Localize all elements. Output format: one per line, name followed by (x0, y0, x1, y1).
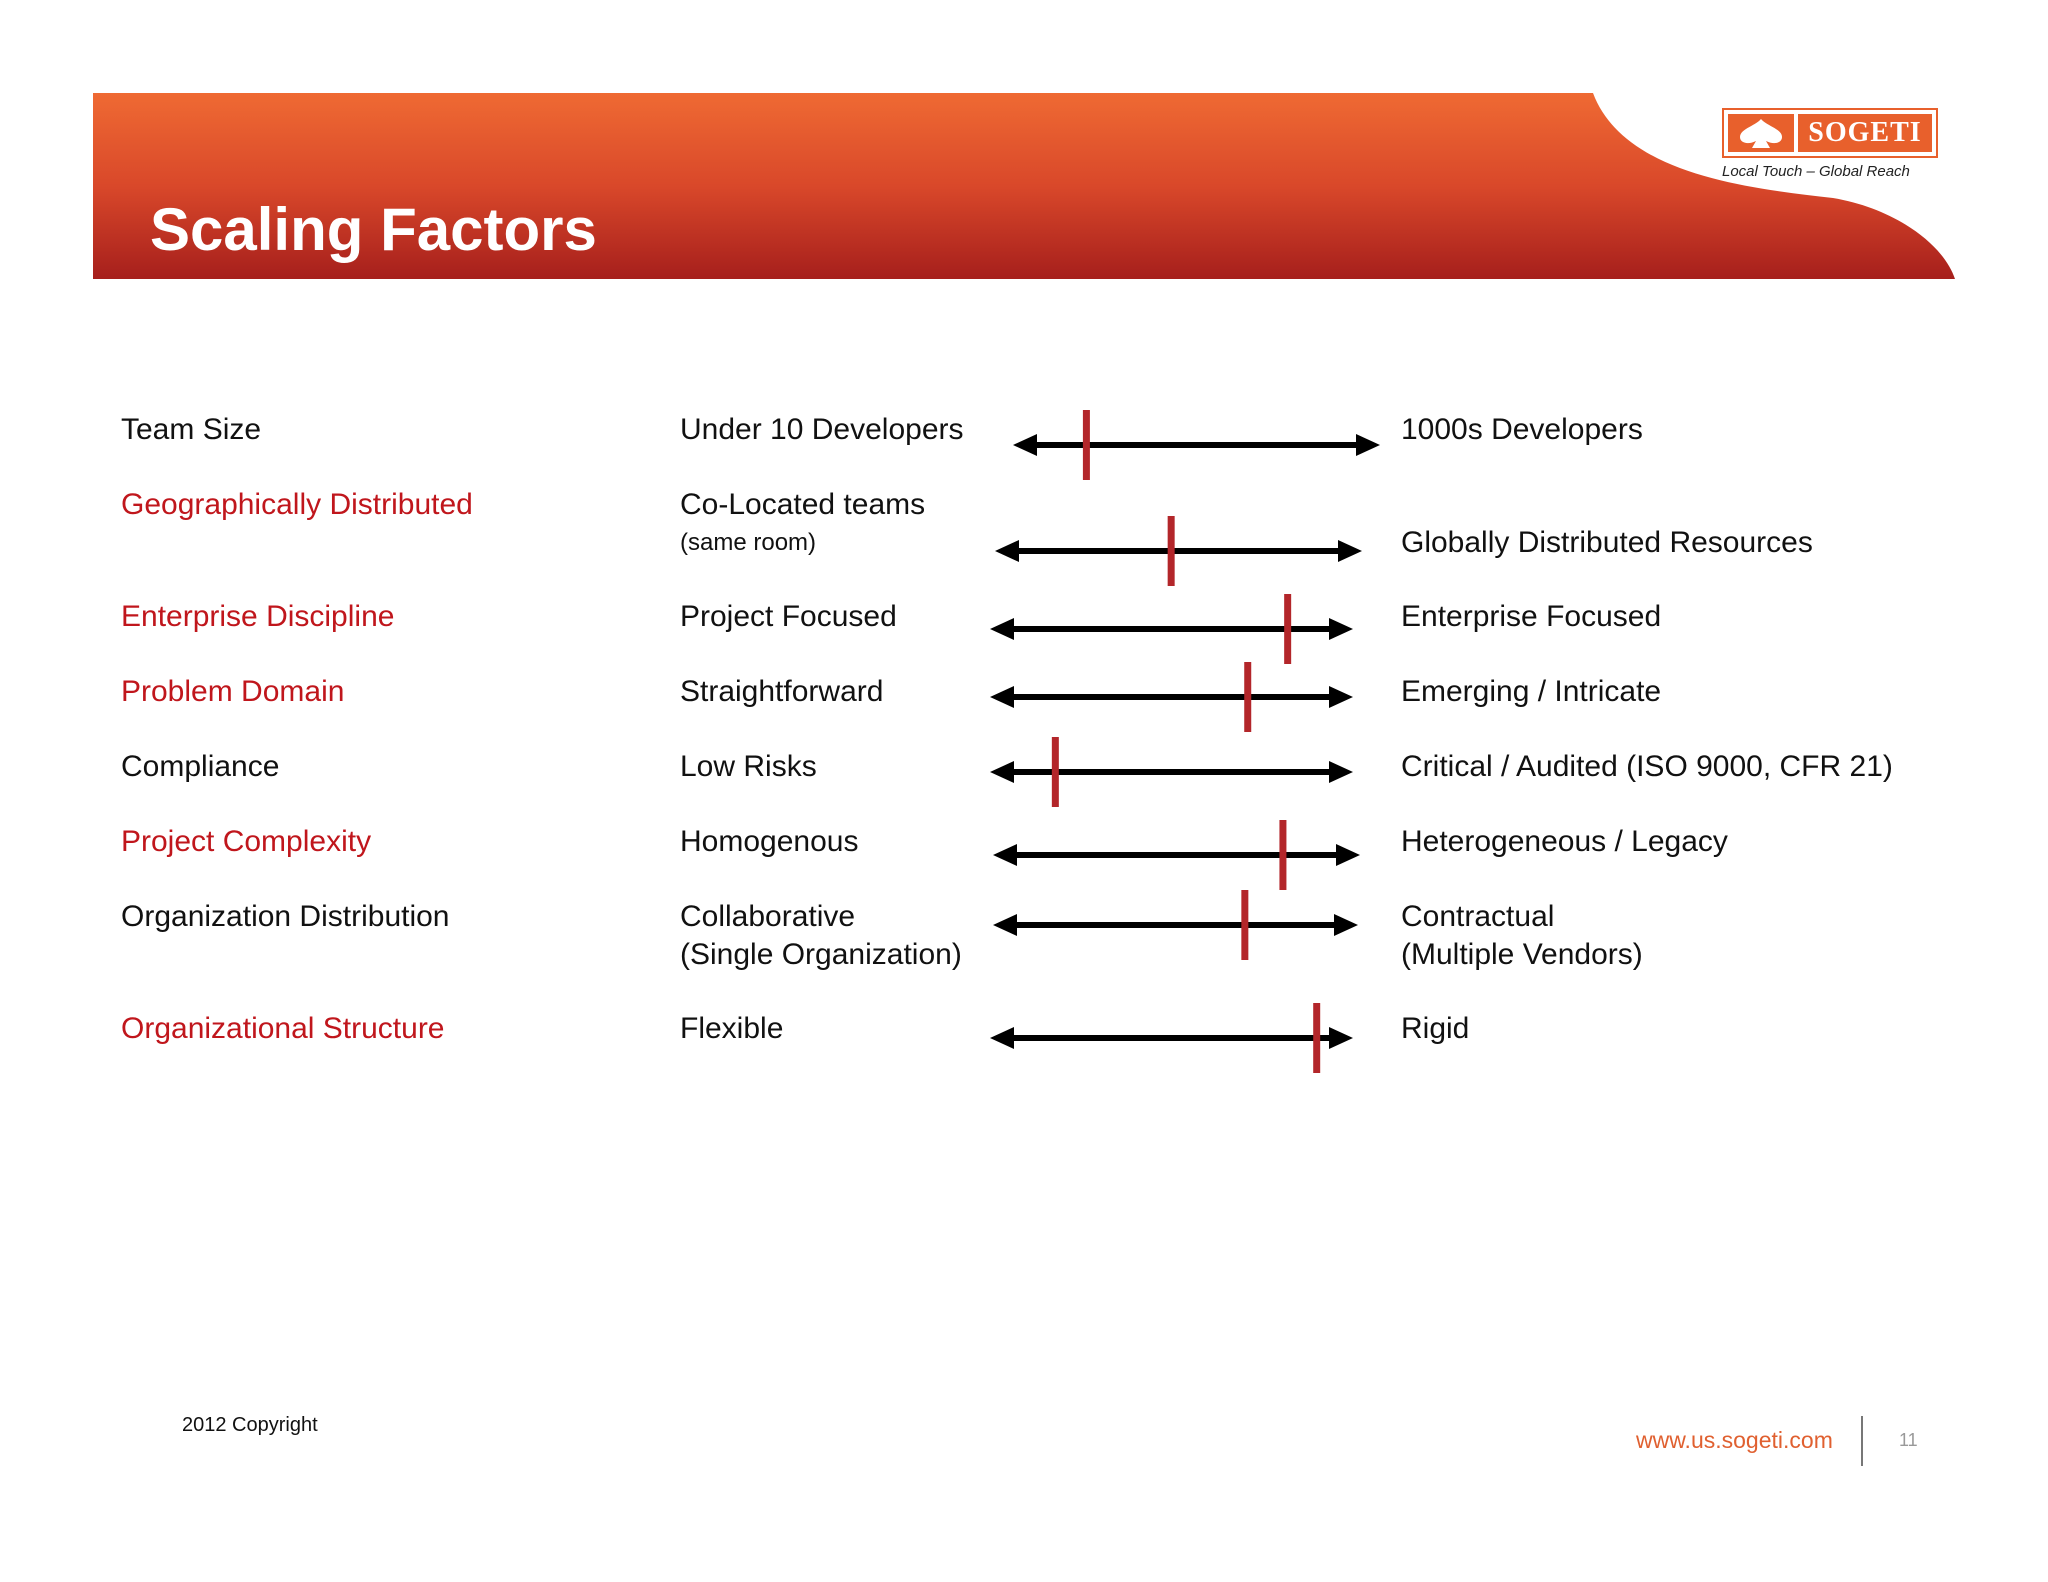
arrowhead-right (1329, 686, 1353, 708)
scale-arrow (0, 0, 1353, 1073)
right-extreme-label: Heterogeneous / Legacy (1401, 823, 1728, 861)
scale-arrow-graphic (990, 662, 1353, 732)
right-extreme-text: Globally Distributed Resources (1401, 526, 1813, 559)
scale-position-marker (1284, 594, 1292, 664)
right-extreme-text: Emerging / Intricate (1401, 675, 1662, 708)
scale-arrow (0, 0, 1380, 480)
scale-position-marker (1244, 662, 1252, 732)
left-extreme-label: Project Focused (680, 598, 897, 636)
right-extreme-subtext: (Multiple Vendors) (1401, 938, 1643, 971)
right-extreme-text: Heterogeneous / Legacy (1401, 825, 1728, 858)
footer-divider (1861, 1416, 1863, 1466)
sogeti-logo: SOGETI (1722, 108, 1938, 158)
factor-label: Problem Domain (121, 675, 345, 708)
right-extreme-text: Rigid (1401, 1012, 1470, 1045)
arrowhead-right (1338, 540, 1362, 562)
scale-arrow (0, 0, 1360, 890)
arrowhead-left (990, 1027, 1014, 1049)
logo-frame: SOGETI (1722, 108, 1938, 158)
header-banner (93, 93, 1957, 279)
website-link[interactable]: www.us.sogeti.com (1636, 1427, 1833, 1453)
arrowhead-left (993, 844, 1017, 866)
left-extreme-label: Under 10 Developers (680, 411, 964, 449)
scale-arrow (0, 0, 1353, 732)
arrowhead-right (1329, 618, 1353, 640)
arrowhead-left (990, 618, 1014, 640)
page-title: Scaling Factors (150, 196, 597, 263)
left-extreme-text: Homogenous (680, 825, 859, 858)
right-extreme-label: Enterprise Focused (1401, 598, 1661, 636)
scale-position-marker (1082, 410, 1090, 480)
right-extreme-text: Enterprise Focused (1401, 600, 1662, 633)
left-extreme-text: Under 10 Developers (680, 413, 964, 446)
factor-label: Enterprise Discipline (121, 600, 395, 633)
scale-position-marker (1279, 820, 1287, 890)
arrowhead-left (995, 540, 1019, 562)
left-extreme-text: Project Focused (680, 600, 897, 633)
left-extreme-text: Low Risks (680, 750, 817, 783)
arrowhead-left (1013, 434, 1037, 456)
scale-arrow (0, 0, 1353, 664)
left-extreme-label: Low Risks (680, 748, 817, 786)
copyright-text: 2012 Copyright (182, 1414, 318, 1436)
arrowhead-right (1329, 761, 1353, 783)
arrowhead-left (990, 761, 1014, 783)
arrowhead-left (990, 686, 1014, 708)
scale-arrow (0, 0, 1353, 807)
right-extreme-label: 1000s Developers (1401, 411, 1643, 449)
left-extreme-text: Straightforward (680, 675, 884, 708)
factor-label: Organization Distribution (121, 900, 450, 933)
scale-arrow-graphic (1013, 410, 1380, 480)
left-extreme-label: Collaborative (Single Organization) (680, 898, 962, 974)
scale-position-marker (1241, 890, 1249, 960)
spade-icon (1728, 114, 1794, 152)
scale-arrow-graphic (990, 1003, 1353, 1073)
right-extreme-label: Contractual (Multiple Vendors) (1401, 898, 1643, 974)
factor-label: Project Complexity (121, 825, 372, 858)
left-extreme-text: Flexible (680, 1012, 784, 1045)
left-extreme-subtext: (Single Organization) (680, 938, 962, 971)
scale-arrow-graphic (995, 516, 1362, 586)
factor-label: Team Size (121, 413, 262, 446)
right-extreme-text: 1000s Developers (1401, 413, 1643, 446)
left-extreme-text: Collaborative (680, 900, 856, 933)
logo-tagline: Local Touch – Global Reach (1722, 163, 1910, 180)
left-extreme-subtext: (same room) (680, 529, 817, 556)
factor-label: Geographically Distributed (121, 488, 473, 521)
scale-arrow-graphic (990, 737, 1353, 807)
right-extreme-label: Critical / Audited (ISO 9000, CFR 21) (1401, 748, 1893, 786)
scale-position-marker (1313, 1003, 1321, 1073)
right-extreme-label: Emerging / Intricate (1401, 673, 1661, 711)
arrowhead-right (1334, 914, 1358, 936)
left-extreme-label: Straightforward (680, 673, 883, 711)
right-extreme-label: Rigid (1401, 1010, 1469, 1048)
arrowhead-left (993, 914, 1017, 936)
arrowhead-right (1356, 434, 1380, 456)
scale-arrow (0, 0, 1358, 960)
right-extreme-text: Contractual (1401, 900, 1555, 933)
left-extreme-label: Co-Located teams (same room) (680, 486, 925, 562)
factor-label: Organizational Structure (121, 1012, 445, 1045)
scale-arrow (0, 0, 1362, 586)
scale-arrow-graphic (993, 820, 1360, 890)
factor-label: Compliance (121, 750, 280, 783)
scale-arrow-graphic (993, 890, 1358, 960)
left-extreme-label: Homogenous (680, 823, 858, 861)
logo-brand: SOGETI (1798, 114, 1932, 152)
scale-arrow-graphic (990, 594, 1353, 664)
left-extreme-label: Flexible (680, 1010, 783, 1048)
page-number: 11 (1899, 1430, 1918, 1450)
arrowhead-right (1329, 1027, 1353, 1049)
right-extreme-label: Globally Distributed Resources (1401, 524, 1813, 562)
left-extreme-text: Co-Located teams (680, 488, 926, 521)
scale-position-marker (1051, 737, 1059, 807)
right-extreme-text: Critical / Audited (ISO 9000, CFR 21) (1401, 750, 1893, 783)
scale-position-marker (1167, 516, 1175, 586)
arrowhead-right (1336, 844, 1360, 866)
